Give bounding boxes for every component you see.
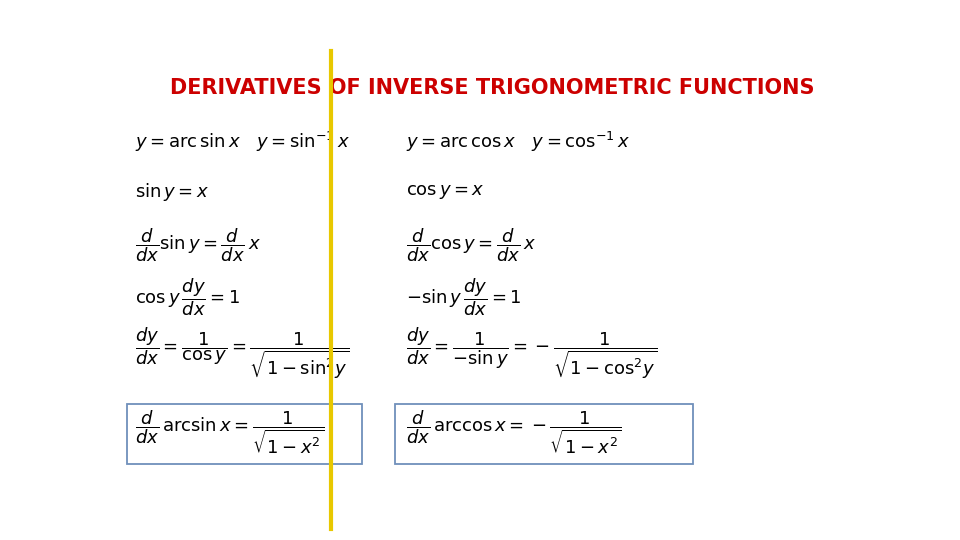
Text: $y = \mathrm{arc}\,\cos x \quad y = \cos^{-1} x$: $y = \mathrm{arc}\,\cos x \quad y = \cos… [406, 130, 631, 154]
Text: DERIVATIVES OF INVERSE TRIGONOMETRIC FUNCTIONS: DERIVATIVES OF INVERSE TRIGONOMETRIC FUN… [170, 78, 814, 98]
FancyBboxPatch shape [396, 404, 693, 464]
Text: $\dfrac{dy}{dx} = \dfrac{1}{\cos y} = \dfrac{1}{\sqrt{1-\sin^{2}\!y}}$: $\dfrac{dy}{dx} = \dfrac{1}{\cos y} = \d… [134, 326, 349, 382]
Text: $\dfrac{d}{dx}\,\mathrm{arc}\sin x = \dfrac{1}{\sqrt{1-x^{2}}}$: $\dfrac{d}{dx}\,\mathrm{arc}\sin x = \df… [134, 409, 324, 457]
Text: $y = \mathrm{arc}\,\sin x \quad y = \sin^{-1} x$: $y = \mathrm{arc}\,\sin x \quad y = \sin… [134, 130, 349, 154]
Text: $\dfrac{d}{dx}\cos y = \dfrac{d}{dx}\,x$: $\dfrac{d}{dx}\cos y = \dfrac{d}{dx}\,x$ [406, 227, 537, 265]
Text: $-\sin y\,\dfrac{dy}{dx} = 1$: $-\sin y\,\dfrac{dy}{dx} = 1$ [406, 277, 522, 319]
Text: $\dfrac{dy}{dx} = \dfrac{1}{-\sin y} = -\dfrac{1}{\sqrt{1-\cos^{2}\!y}}$: $\dfrac{dy}{dx} = \dfrac{1}{-\sin y} = -… [406, 326, 658, 382]
Text: $\cos y\,\dfrac{dy}{dx} = 1$: $\cos y\,\dfrac{dy}{dx} = 1$ [134, 277, 240, 319]
Text: $\dfrac{d}{dx}\,\mathrm{arc}\cos x = -\dfrac{1}{\sqrt{1-x^{2}}}$: $\dfrac{d}{dx}\,\mathrm{arc}\cos x = -\d… [406, 409, 622, 457]
Text: $\cos y = x$: $\cos y = x$ [406, 183, 485, 201]
Text: $\dfrac{d}{dx}\sin y = \dfrac{d}{dx}\,x$: $\dfrac{d}{dx}\sin y = \dfrac{d}{dx}\,x$ [134, 227, 261, 265]
FancyBboxPatch shape [128, 404, 362, 464]
Text: $\sin y = x$: $\sin y = x$ [134, 180, 209, 202]
